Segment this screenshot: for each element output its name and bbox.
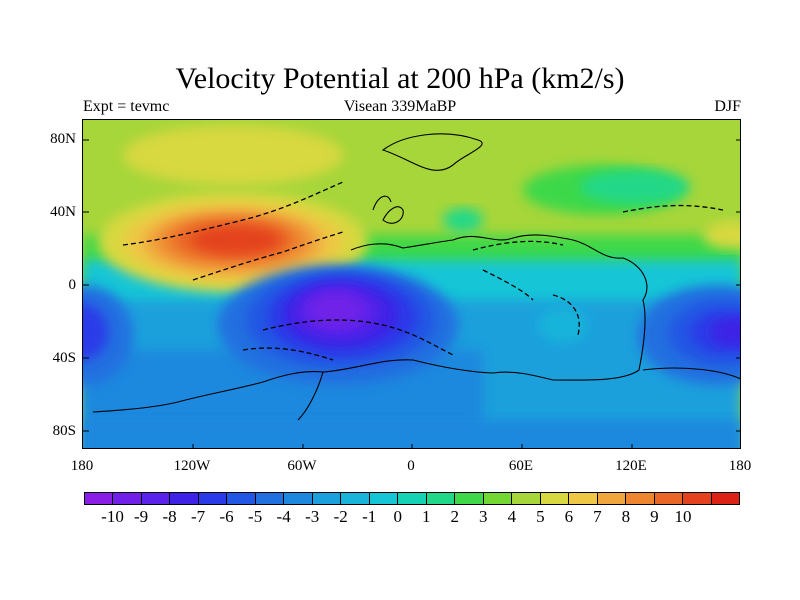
colorbar-segment	[569, 493, 598, 504]
contour-fill	[83, 120, 740, 448]
colorbar-label: -4	[276, 507, 291, 526]
colorbar-segment	[398, 493, 427, 504]
colorbar-label: -2	[333, 507, 348, 526]
colorbar-segment	[170, 493, 199, 504]
colorbar-label: -3	[305, 507, 320, 526]
colorbar-label: 7	[593, 507, 602, 526]
season-label: DJF	[714, 98, 741, 115]
x-label-180w: 180	[70, 458, 94, 474]
paleo-shorelines	[122, 181, 724, 361]
colorbar	[84, 492, 740, 505]
colorbar-labels: -10 -9 -8 -7 -6 -5 -4 -3 -2 -1 0 1 2 3 4 5 6 7 8 9 10	[84, 507, 740, 527]
colorbar-segment	[341, 493, 370, 504]
colorbar-label: -6	[219, 507, 234, 526]
colorbar-segment	[711, 493, 740, 504]
map-plot	[82, 119, 741, 449]
colorbar-segment	[85, 493, 114, 504]
colorbar-segment	[683, 493, 712, 504]
velocity-potential-field	[83, 120, 740, 448]
y-label-80n: 80N	[50, 131, 76, 147]
colorbar-label: 6	[564, 507, 574, 526]
colorbar-label: 8	[621, 507, 631, 526]
colorbar-label: -7	[190, 507, 206, 526]
period-label: Visean 339MaBP	[343, 98, 457, 115]
colorbar-label: 0	[393, 507, 402, 526]
colorbar-segment	[512, 493, 541, 504]
colorbar-segment	[654, 493, 684, 504]
colorbar-segment	[113, 493, 142, 504]
colorbar-segment	[483, 493, 513, 504]
x-label-180e: 180	[728, 458, 752, 474]
y-label-40s: 40S	[52, 350, 76, 366]
coastlines	[92, 133, 740, 421]
plot-title: Velocity Potential at 200 hPa (km2/s)	[175, 62, 625, 95]
colorbar-segment	[455, 493, 484, 504]
y-label-0: 0	[68, 277, 77, 293]
colorbar-label: 9	[650, 507, 659, 526]
colorbar-segment	[626, 493, 655, 504]
colorbar-label: -10	[101, 507, 124, 526]
colorbar-label: 5	[536, 507, 545, 526]
y-label-80s: 80S	[52, 423, 76, 439]
colorbar-label: -5	[248, 507, 263, 526]
colorbar-label: -1	[362, 507, 377, 526]
colorbar-segment	[597, 493, 627, 504]
colorbar-label: 10	[674, 507, 692, 526]
colorbar-label: 4	[507, 507, 517, 526]
colorbar-label: 3	[479, 507, 488, 526]
x-label-120w: 120W	[173, 458, 211, 474]
colorbar-segment	[540, 493, 570, 504]
colorbar-segment	[227, 493, 256, 504]
colorbar-segment	[284, 493, 313, 504]
colorbar-segment	[312, 493, 342, 504]
colorbar-label: 2	[450, 507, 460, 526]
experiment-label: Expt = tevmc	[83, 98, 170, 115]
x-label-120e: 120E	[615, 458, 647, 474]
x-label-0: 0	[407, 458, 415, 474]
x-label-60e: 60E	[508, 458, 534, 474]
y-label-40n: 40N	[50, 204, 76, 220]
x-label-60w: 60W	[287, 458, 317, 474]
inner-ticks	[83, 139, 740, 448]
colorbar-label: -9	[133, 507, 149, 526]
colorbar-segment	[141, 493, 171, 504]
colorbar-segment	[369, 493, 399, 504]
colorbar-label: -8	[162, 507, 177, 526]
colorbar-label: 1	[422, 507, 431, 526]
colorbar-segment	[198, 493, 228, 504]
colorbar-segment	[426, 493, 456, 504]
colorbar-segment	[255, 493, 285, 504]
